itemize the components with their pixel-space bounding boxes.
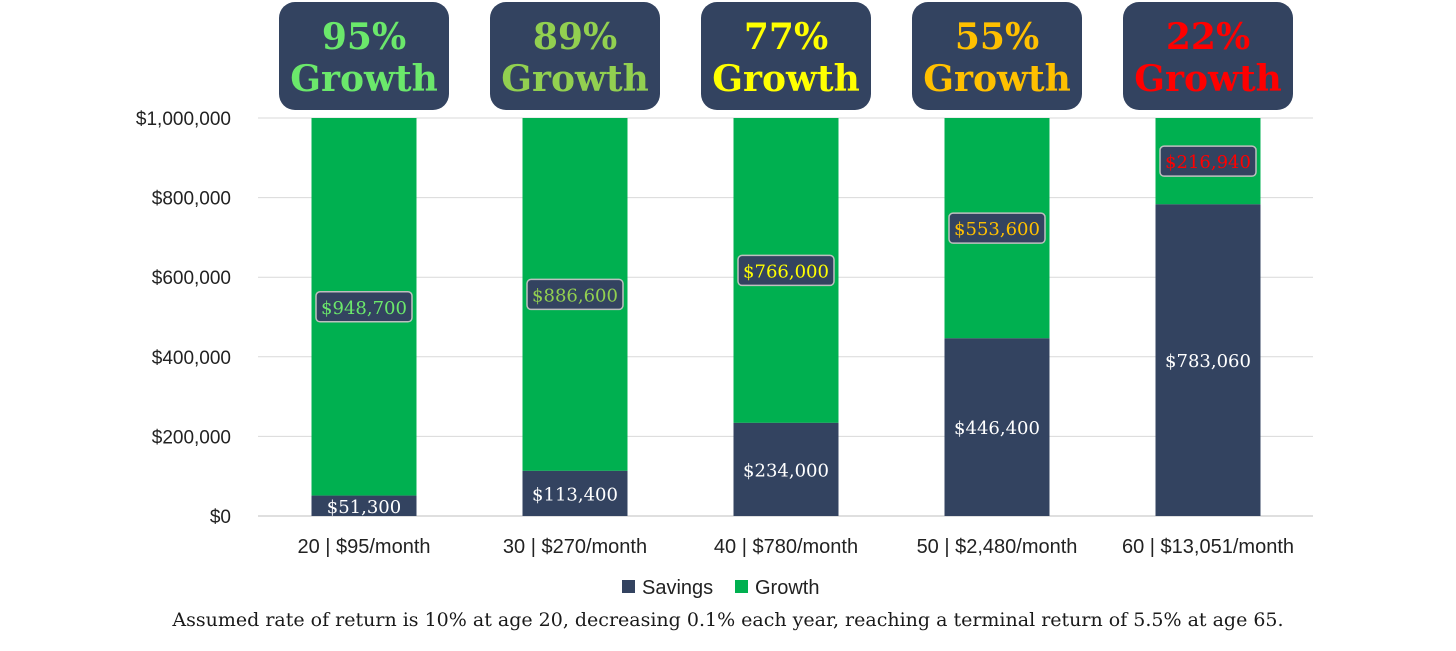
y-tick-label: $1,000,000 bbox=[136, 109, 231, 130]
growth-callout-word: Growth bbox=[290, 58, 438, 100]
growth-callout-percent: 22% bbox=[1166, 16, 1250, 58]
growth-data-label-box bbox=[948, 212, 1046, 244]
growth-callout-box bbox=[490, 2, 660, 110]
bar-savings bbox=[944, 338, 1050, 516]
y-tick-label: $200,000 bbox=[152, 427, 231, 448]
legend-label: Growth bbox=[755, 577, 819, 599]
bar-savings bbox=[733, 422, 839, 516]
growth-data-label: $948,700 bbox=[321, 298, 407, 319]
bar-savings bbox=[1155, 204, 1261, 517]
y-tick-label: $0 bbox=[210, 507, 231, 528]
savings-data-label: $51,300 bbox=[327, 497, 401, 518]
y-axis-tick-labels: $0 $200,000 $400,000 $600,000 $800,000 $1,000… bbox=[136, 109, 231, 528]
y-tick-label: $400,000 bbox=[152, 348, 231, 369]
growth-callout-word: Growth bbox=[923, 58, 1071, 100]
x-axis-category-labels: 20 | $95/month 30 | $270/month 40 | $780/m… bbox=[297, 536, 1294, 558]
x-category-label: 30 | $270/month bbox=[503, 536, 647, 558]
growth-callout-box bbox=[912, 2, 1082, 110]
x-category-label: 50 | $2,480/month bbox=[917, 536, 1078, 558]
legend-label: Savings bbox=[642, 577, 713, 599]
growth-callout-box bbox=[1123, 2, 1293, 110]
growth-data-label-box bbox=[315, 291, 413, 323]
savings-data-label: $113,400 bbox=[532, 484, 618, 505]
y-tick-label: $800,000 bbox=[152, 189, 231, 210]
bar-savings bbox=[311, 495, 417, 516]
bars bbox=[311, 118, 1261, 517]
growth-callout-word: Growth bbox=[712, 58, 860, 100]
growth-callout-word: Growth bbox=[501, 58, 649, 100]
growth-callout-percent: 95% bbox=[322, 16, 406, 58]
growth-callouts: 95%Growth89%Growth77%Growth55%Growth22%G… bbox=[279, 2, 1293, 110]
bar-savings bbox=[522, 470, 628, 516]
growth-data-label: $886,600 bbox=[532, 285, 618, 306]
growth-callout-percent: 89% bbox=[533, 16, 617, 58]
savings-data-label: $446,400 bbox=[954, 418, 1040, 439]
legend-swatch bbox=[622, 580, 635, 593]
footnote: Assumed rate of return is 10% at age 20,… bbox=[172, 609, 1284, 631]
growth-callout-percent: 77% bbox=[744, 16, 828, 58]
x-category-label: 20 | $95/month bbox=[297, 536, 430, 558]
growth-callout-box bbox=[279, 2, 449, 110]
x-category-label: 40 | $780/month bbox=[714, 536, 858, 558]
x-category-label: 60 | $13,051/month bbox=[1122, 536, 1294, 558]
growth-data-label: $216,940 bbox=[1165, 152, 1251, 173]
growth-callout-word: Growth bbox=[1134, 58, 1282, 100]
legend: Savings Growth bbox=[622, 577, 819, 599]
growth-callout-percent: 55% bbox=[955, 16, 1039, 58]
data-labels: $51,300 $948,700 $113,400 $886,600 $234,000 $… bbox=[315, 145, 1257, 518]
savings-data-label: $234,000 bbox=[743, 460, 829, 481]
growth-data-label-box bbox=[526, 278, 624, 311]
y-tick-label: $600,000 bbox=[152, 268, 231, 289]
savings-data-label: $783,060 bbox=[1165, 351, 1251, 372]
growth-data-label: $553,600 bbox=[954, 219, 1040, 240]
legend-swatch bbox=[735, 580, 748, 593]
growth-callout-box bbox=[701, 2, 871, 110]
growth-data-label-box bbox=[737, 254, 835, 287]
growth-data-label-box bbox=[1159, 145, 1257, 177]
growth-data-label: $766,000 bbox=[743, 261, 829, 282]
